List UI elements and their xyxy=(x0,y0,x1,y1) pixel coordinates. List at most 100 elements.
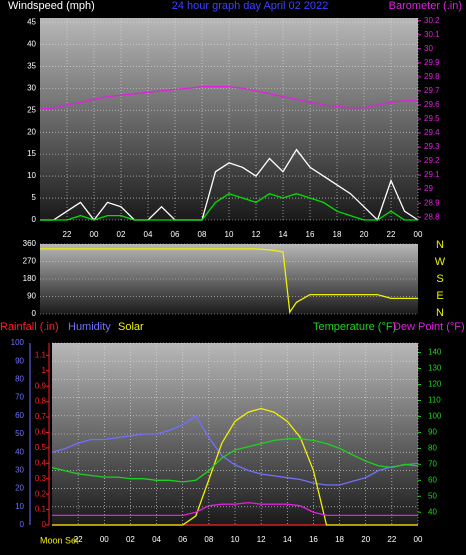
legend-entry: Dew Point (°F) xyxy=(393,321,465,333)
series-line xyxy=(39,86,418,110)
y-tick-label: 0 xyxy=(32,309,37,318)
x-tick-label: 04 xyxy=(144,230,153,239)
y-tick-label: 15 xyxy=(27,149,36,158)
y2-tick-label: 29 xyxy=(424,184,433,193)
x-tick-label: 04 xyxy=(152,535,161,544)
y-tick-label: 100 xyxy=(11,338,25,347)
y3-tick-label: 0.6 xyxy=(35,428,47,437)
y3-tick-label: 0.5 xyxy=(35,443,47,452)
series-line xyxy=(40,148,419,222)
y-tick-label: 45 xyxy=(27,18,36,27)
y2-tick-label: 40 xyxy=(428,507,437,516)
x-tick-label: 00 xyxy=(100,535,109,544)
y-tick-label: 30 xyxy=(15,466,24,475)
y2-tick-label: 90 xyxy=(428,428,437,437)
x-tick-label: 10 xyxy=(225,230,234,239)
x-tick-label: 18 xyxy=(335,535,344,544)
y-tick-label: 40 xyxy=(15,447,24,456)
x-tick-label: 00 xyxy=(90,230,99,239)
y2-tick-label: 110 xyxy=(428,396,441,405)
y2-tick-label: 29.1 xyxy=(424,170,440,179)
direction-label: N xyxy=(436,307,444,319)
y2-tick-label: 28.8 xyxy=(424,212,440,221)
y-tick-label: 0 xyxy=(32,215,37,224)
y2-tick-label: 30 xyxy=(424,44,433,53)
series-line xyxy=(51,438,419,483)
y3-tick-label: 0 xyxy=(42,520,47,529)
y-tick-label: 90 xyxy=(27,292,36,301)
x-tick-label: 10 xyxy=(231,535,240,544)
y-tick-label: 90 xyxy=(15,356,24,365)
barometer-axis-label: Barometer (.in) xyxy=(389,0,462,12)
x-tick-label: 18 xyxy=(333,230,342,239)
x-tick-label: 06 xyxy=(171,230,180,239)
x-tick-label: 12 xyxy=(252,230,261,239)
y-tick-label: 25 xyxy=(27,105,36,114)
x-tick-label: 08 xyxy=(198,230,207,239)
y2-tick-label: 30.2 xyxy=(424,16,440,25)
x-tick-label: 08 xyxy=(204,535,213,544)
x-tick-label: 00 xyxy=(414,230,423,239)
y2-tick-label: 130 xyxy=(428,364,442,373)
x-tick-label: 16 xyxy=(306,230,315,239)
y2-tick-label: 80 xyxy=(428,443,437,452)
y2-tick-label: 120 xyxy=(428,380,442,389)
y-tick-label: 20 xyxy=(15,484,24,493)
series-line xyxy=(40,248,418,314)
y-tick-label: 20 xyxy=(27,127,36,136)
x-tick-label: 02 xyxy=(117,230,126,239)
y3-tick-label: 1.1 xyxy=(35,350,47,359)
y3-tick-label: 0.2 xyxy=(35,489,47,498)
x-tick-label: 16 xyxy=(309,535,318,544)
y-tick-label: 10 xyxy=(27,171,36,180)
y2-tick-label: 29.5 xyxy=(424,114,440,123)
y3-tick-label: 0.3 xyxy=(35,474,47,483)
x-tick-label: 20 xyxy=(361,535,370,544)
series-line xyxy=(52,407,418,526)
x-tick-label: 22 xyxy=(387,230,396,239)
x-tick-label: 14 xyxy=(283,535,292,544)
x-tick-label: 14 xyxy=(279,230,288,239)
y3-tick-label: 0.7 xyxy=(35,412,47,421)
y-tick-label: 5 xyxy=(32,193,37,202)
y-tick-label: 180 xyxy=(23,274,37,283)
legend-entry: Rainfall (.in) xyxy=(0,321,59,333)
y-tick-label: 40 xyxy=(27,39,36,48)
x-tick-label: 02 xyxy=(126,535,135,544)
series-line xyxy=(51,414,419,486)
y2-tick-label: 30.1 xyxy=(424,30,440,39)
y2-tick-label: 29.3 xyxy=(424,142,440,151)
direction-label: N xyxy=(436,239,444,251)
y-tick-label: 10 xyxy=(15,502,24,511)
x-tick-label: 20 xyxy=(360,230,369,239)
moon-set-label: Moon Set xyxy=(40,535,79,545)
direction-label: W xyxy=(435,256,446,268)
legend-entry: Temperature (°F) xyxy=(313,321,396,333)
y3-tick-label: 0.4 xyxy=(35,458,47,467)
y2-tick-label: 60 xyxy=(428,475,437,484)
direction-label: S xyxy=(436,273,443,285)
y3-tick-label: 0.8 xyxy=(35,397,47,406)
y2-tick-label: 29.8 xyxy=(424,72,440,81)
direction-label: E xyxy=(436,290,443,302)
y-tick-label: 0 xyxy=(20,520,25,529)
y2-tick-label: 29.7 xyxy=(424,86,440,95)
chart-title: 24 hour graph day April 02 2022 xyxy=(172,0,329,12)
x-tick-label: 00 xyxy=(414,535,423,544)
y2-tick-label: 28.9 xyxy=(424,198,440,207)
y3-tick-label: 1 xyxy=(42,366,47,375)
y-tick-label: 80 xyxy=(15,375,24,384)
legend-entry: Solar xyxy=(118,321,144,333)
y-tick-label: 30 xyxy=(27,83,36,92)
y2-tick-label: 29.6 xyxy=(424,100,440,109)
y-tick-label: 360 xyxy=(23,239,37,248)
x-tick-label: 22 xyxy=(387,535,396,544)
y-tick-label: 50 xyxy=(15,429,24,438)
y2-tick-label: 140 xyxy=(428,348,442,357)
y-tick-label: 60 xyxy=(15,411,24,420)
x-tick-label: 06 xyxy=(178,535,187,544)
wind-axis-label: Windspeed (mph) xyxy=(8,0,95,12)
series-line xyxy=(40,192,418,221)
y2-tick-label: 29.9 xyxy=(424,58,440,67)
